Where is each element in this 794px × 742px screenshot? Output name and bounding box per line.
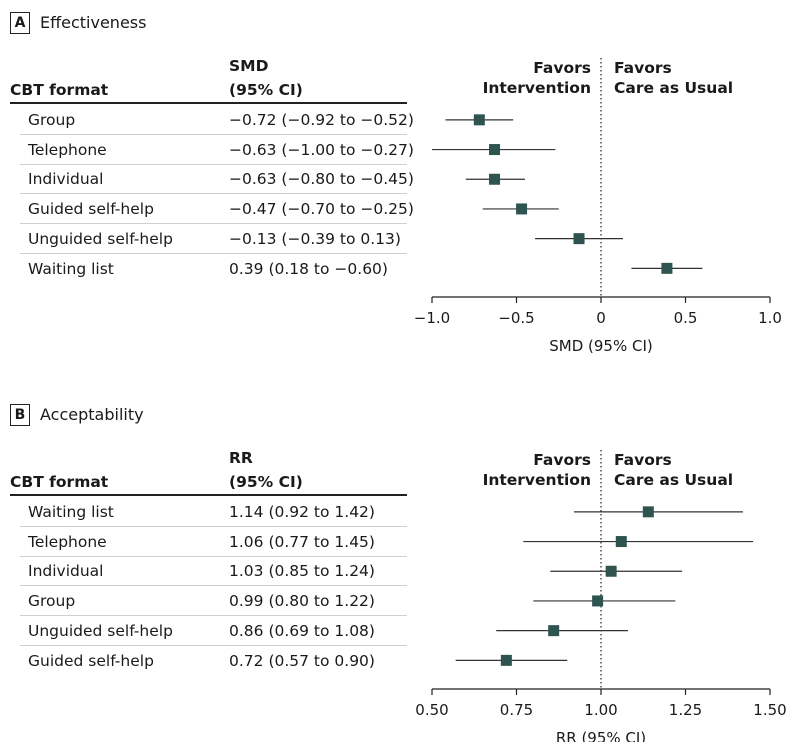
x-tick-label: 1.00 [584,701,617,719]
panel-title-effectiveness: Effectiveness [40,13,147,32]
table-row: Unguided self-help −0.13 (−0.39 to 0.13) [10,224,407,254]
row-estimate: 0.86 (0.69 to 1.08) [229,621,375,640]
row-label: Waiting list [28,503,114,521]
x-tick-label: −1.0 [414,309,450,327]
row-label: Telephone [28,532,107,551]
x-tick-label: 0.50 [415,701,448,719]
row-estimate: 1.03 (0.85 to 1.24) [229,562,375,581]
table-row: Guided self-help −0.47 (−0.70 to −0.25) [10,194,414,225]
point-marker [489,144,501,156]
favors-intervention-label: Favors Intervention [482,59,591,97]
row-estimate: −0.63 (−1.00 to −0.27) [229,140,414,159]
table-row: Group −0.72 (−0.92 to −0.52) [10,105,414,135]
row-estimate: −0.13 (−0.39 to 0.13) [229,229,401,248]
table-row: Individual −0.63 (−0.80 to −0.45) [10,164,414,195]
row-separator [20,193,407,195]
row-estimate: 1.06 (0.77 to 1.45) [229,532,375,551]
row-separator [20,526,407,527]
point-marker [500,654,512,666]
x-tick-label: 1.25 [669,701,702,719]
point-marker [489,173,501,185]
row-separator [20,134,407,135]
favors-intervention-label: Favors Intervention [482,451,591,489]
effectiveness-forest-plot: −1.0 −0.5 0 0.5 1.0 SMD (95% CI) [414,58,782,355]
row-separator [20,615,407,617]
row-label: Waiting list [28,259,114,278]
row-estimate: 0.99 (0.80 to 1.22) [229,592,375,611]
row-label: Unguided self-help [28,621,173,640]
acceptability-panel: B Acceptability CBT format RR (95% CI) W… [0,392,794,742]
acceptability-forest-plot: 0.50 0.75 1.00 1.25 1.50 RR (95% CI) [415,450,787,742]
point-marker [605,565,617,577]
point-marker [642,506,654,518]
row-label: Group [28,592,76,611]
panel-title-acceptability: Acceptability [40,405,144,424]
point-marker [573,233,585,245]
row-label: Individual [28,170,104,189]
point-marker [615,536,627,548]
row-label: Guided self-help [28,200,154,219]
header-rule [10,102,407,104]
table-row: Waiting list 0.39 (0.18 to −0.60) [10,254,407,284]
column-header-estimate: SMD [229,57,269,75]
table-row: Individual 1.03 (0.85 to 1.24) [10,556,407,587]
row-separator [20,252,407,254]
row-separator [20,644,407,646]
row-label: Unguided self-help [28,229,173,248]
table-row: Group 0.99 (0.80 to 1.22) [10,586,407,617]
point-marker [548,625,560,637]
panel-letter-a: A [10,12,30,34]
header-rule [10,494,407,496]
column-header-estimate: RR [229,449,253,467]
x-tick-label: 0 [596,309,606,327]
x-tick-label: 1.50 [753,701,786,719]
panel-letter-b: B [10,404,30,426]
point-marker [592,595,604,607]
row-separator [20,163,407,165]
point-marker [661,262,673,274]
table-row: Unguided self-help 0.86 (0.69 to 1.08) [10,616,407,646]
row-estimate: 1.14 (0.92 to 1.42) [229,503,375,521]
row-label: Group [28,111,76,129]
column-header-format: CBT format [10,473,109,491]
x-tick-label: 0.5 [674,309,698,327]
row-estimate: 0.72 (0.57 to 0.90) [229,651,375,670]
table-row: Waiting list 1.14 (0.92 to 1.42) [10,497,407,527]
column-header-ci: (95% CI) [229,473,303,491]
table-row: Telephone 1.06 (0.77 to 1.45) [10,527,407,557]
table-row: Telephone −0.63 (−1.00 to −0.27) [10,135,414,165]
row-label: Individual [28,562,104,581]
row-separator [20,223,407,225]
point-marker [516,203,528,215]
row-label: Telephone [28,140,107,159]
column-header-format: CBT format [10,81,109,99]
x-tick-label: 1.0 [758,309,782,327]
row-estimate: −0.63 (−0.80 to −0.45) [229,170,414,189]
row-label: Guided self-help [28,651,154,670]
favors-care-as-usual-label: Favors Care as Usual [614,451,734,489]
row-separator [20,585,407,587]
x-tick-label: −0.5 [498,309,534,327]
column-header-ci: (95% CI) [229,81,303,99]
favors-care-as-usual-label: Favors Care as Usual [614,59,734,97]
x-tick-label: 0.75 [500,701,533,719]
row-separator [20,555,407,557]
row-estimate: 0.39 (0.18 to −0.60) [229,259,388,278]
row-estimate: −0.72 (−0.92 to −0.52) [229,111,414,129]
x-axis-title: RR (95% CI) [556,729,646,742]
point-marker [473,114,485,126]
effectiveness-panel: A Effectiveness CBT format SMD (95% CI) … [10,12,782,355]
x-axis-title: SMD (95% CI) [549,337,653,355]
table-row: Guided self-help 0.72 (0.57 to 0.90) [10,646,407,676]
row-estimate: −0.47 (−0.70 to −0.25) [229,200,414,219]
